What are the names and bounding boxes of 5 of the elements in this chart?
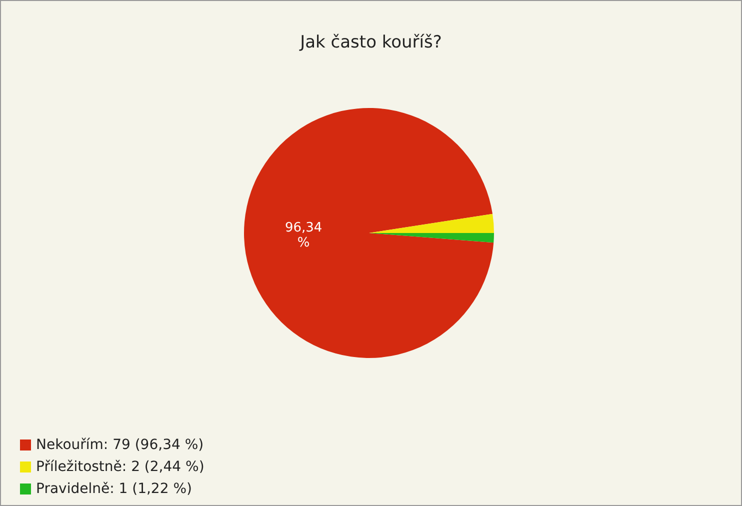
data-label: 96,34 % xyxy=(284,220,322,250)
legend-label: Příležitostně: 2 (2,44 %) xyxy=(36,459,204,475)
legend-label: Nekouřím: 79 (96,34 %) xyxy=(36,437,204,453)
chart-title: Jak často kouříš? xyxy=(299,32,442,52)
legend-label: Pravidelně: 1 (1,22 %) xyxy=(36,481,192,497)
